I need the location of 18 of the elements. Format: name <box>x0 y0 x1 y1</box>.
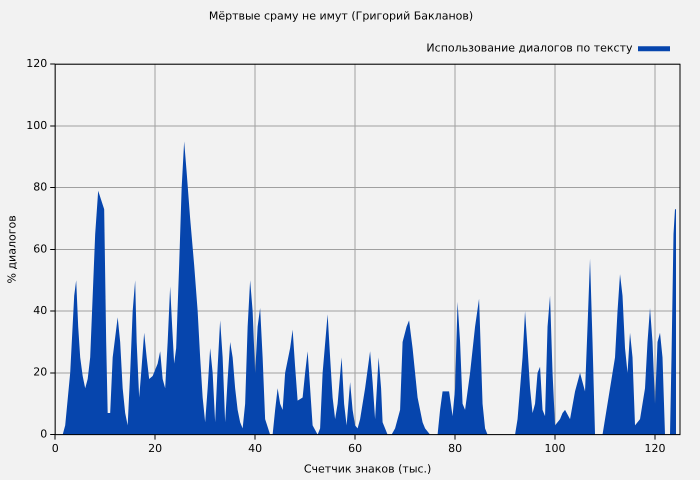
x-tick-label: 80 <box>448 442 462 456</box>
x-axis-title: Счетчик знаков (тыс.) <box>304 462 432 476</box>
y-tick-label: 80 <box>33 180 48 194</box>
x-tick-label: 0 <box>52 442 59 456</box>
y-tick-label: 20 <box>33 366 48 379</box>
y-tick-label: 60 <box>33 242 48 256</box>
y-tick-label: 100 <box>26 118 48 132</box>
x-tick-label: 60 <box>348 442 362 456</box>
x-tick-label: 40 <box>248 442 262 456</box>
x-tick-label: 120 <box>644 442 666 456</box>
chart-title: Мёртвые сраму не имут (Григорий Бакланов) <box>208 9 474 22</box>
legend-label: Использование диалогов по тексту <box>426 42 633 55</box>
x-tick-label: 20 <box>148 442 162 456</box>
y-tick-label: 0 <box>40 427 48 440</box>
x-tick-label: 100 <box>544 442 566 456</box>
y-axis-title: % диалогов <box>5 215 18 284</box>
y-tick-label: 120 <box>26 57 48 70</box>
y-tick-label: 40 <box>33 304 48 317</box>
